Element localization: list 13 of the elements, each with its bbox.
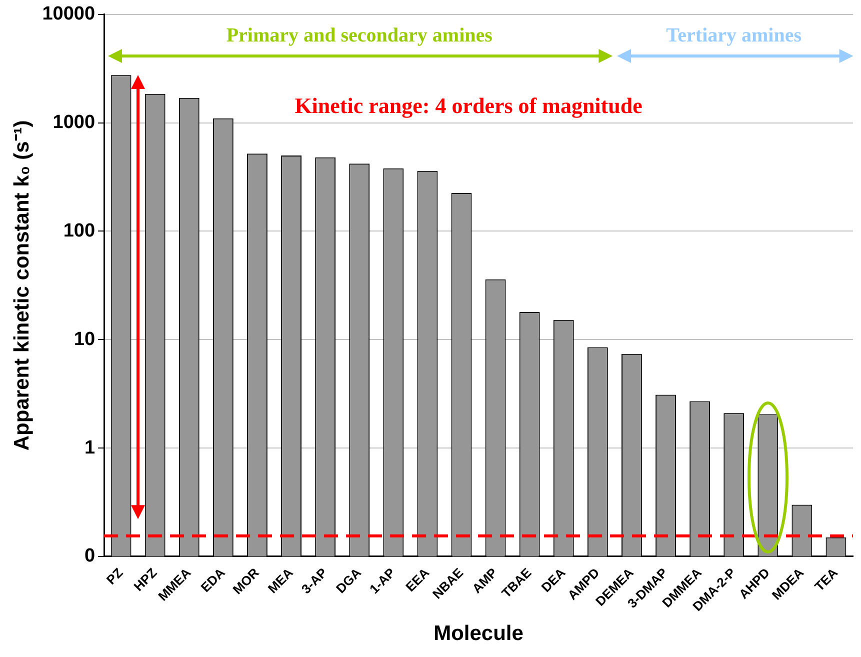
y-axis-title: Apparent kinetic constant k₀ (s⁻¹) [10, 120, 34, 451]
x-axis-title: Molecule [434, 622, 524, 646]
annotation: Primary and secondary amines [226, 24, 493, 47]
y-tick-label: 10000 [42, 4, 96, 25]
y-tick-label: 1 [84, 437, 96, 458]
y-tick-label: 10 [74, 328, 96, 350]
x-tick-label: TEA [812, 564, 842, 594]
y-tick-label: 1000 [52, 112, 96, 134]
y-tick-label: 0 [84, 546, 96, 567]
y-tick-label: 100 [63, 220, 96, 242]
x-tick-label: PZ [103, 564, 126, 588]
annotation: Kinetic range: 4 orders of magnitude [294, 93, 643, 118]
annotation: Tertiary amines [666, 24, 802, 47]
